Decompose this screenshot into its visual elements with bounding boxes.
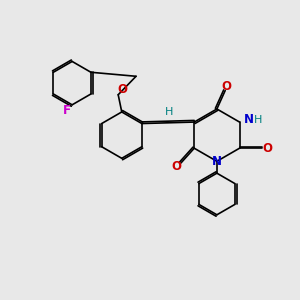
- Text: N: N: [212, 155, 222, 168]
- Text: F: F: [63, 104, 71, 117]
- Text: H: H: [254, 115, 262, 125]
- Text: O: O: [171, 160, 181, 172]
- Text: O: O: [262, 142, 272, 155]
- Text: O: O: [117, 83, 127, 97]
- Text: N: N: [243, 113, 254, 126]
- Text: O: O: [221, 80, 231, 93]
- Text: H: H: [165, 106, 174, 116]
